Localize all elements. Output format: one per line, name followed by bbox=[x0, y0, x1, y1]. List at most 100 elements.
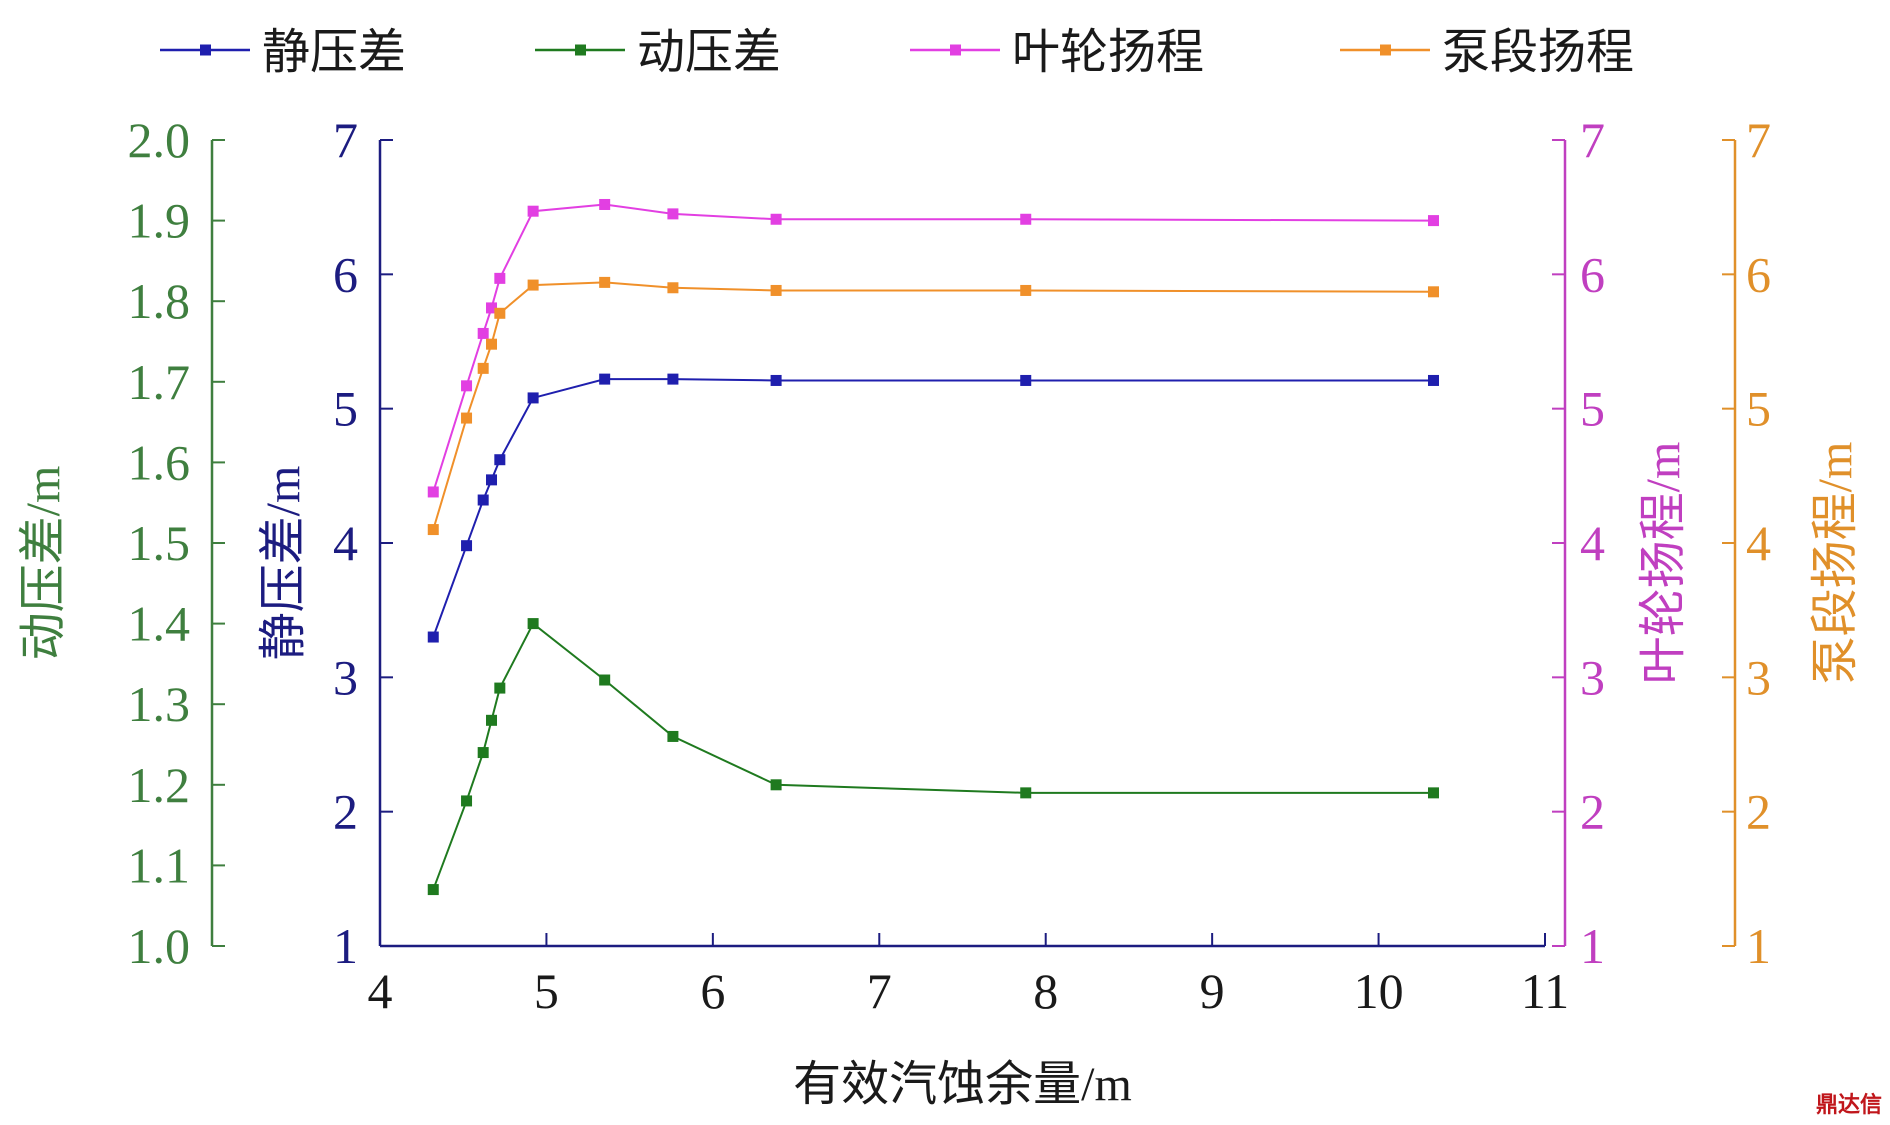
legend-label: 泵段扬程 bbox=[1442, 26, 1634, 79]
legend: 静压差 动压差 叶轮扬程 泵段扬程 bbox=[160, 26, 1634, 79]
series-line bbox=[432, 281, 1434, 530]
data-point bbox=[461, 412, 473, 424]
legend-marker bbox=[575, 44, 586, 56]
legend-marker bbox=[1380, 44, 1391, 56]
legend-item: 泵段扬程 bbox=[1340, 26, 1634, 79]
legend-item: 叶轮扬程 bbox=[910, 26, 1204, 79]
x-tick-label: 10 bbox=[1354, 963, 1404, 1019]
y-tick-label: 1.6 bbox=[128, 434, 191, 490]
data-point bbox=[427, 524, 439, 536]
legend-label: 动压差 bbox=[637, 26, 781, 79]
data-point bbox=[477, 494, 489, 506]
x-tick-label: 6 bbox=[700, 963, 725, 1019]
x-axis-label: 有效汽蚀余量/m bbox=[793, 1058, 1132, 1111]
y-tick-label: 7 bbox=[1746, 112, 1771, 168]
y-tick-label: 1.7 bbox=[128, 354, 191, 410]
data-point bbox=[527, 618, 539, 630]
y-tick-label: 7 bbox=[1580, 112, 1605, 168]
y-tick-label: 5 bbox=[1580, 381, 1605, 437]
data-point bbox=[770, 374, 782, 386]
y-tick-label: 3 bbox=[1746, 649, 1771, 705]
series-impeller bbox=[427, 198, 1439, 498]
x-tick-label: 8 bbox=[1033, 963, 1058, 1019]
data-point bbox=[486, 338, 498, 350]
y-tick-label: 1 bbox=[333, 918, 358, 974]
series-static bbox=[427, 373, 1439, 643]
y-axis-impeller: 1 2 3 4 5 6 7 叶轮扬程/m bbox=[1552, 112, 1690, 974]
series-line bbox=[432, 378, 1434, 638]
y-tick-label: 1.0 bbox=[128, 918, 191, 974]
data-point bbox=[1020, 374, 1032, 386]
x-tick-label: 4 bbox=[368, 963, 393, 1019]
data-point bbox=[427, 631, 439, 643]
x-tick-label: 5 bbox=[534, 963, 559, 1019]
data-point bbox=[667, 282, 679, 294]
data-point bbox=[1020, 284, 1032, 296]
series-dynamic bbox=[427, 618, 1439, 896]
y-axis-label: 泵段扬程/m bbox=[1809, 442, 1862, 685]
series-pump bbox=[427, 276, 1439, 536]
data-point bbox=[486, 474, 498, 486]
data-point bbox=[477, 747, 489, 759]
data-point bbox=[486, 714, 498, 726]
y-tick-label: 1.5 bbox=[128, 515, 191, 571]
y-axis-label: 叶轮扬程/m bbox=[1637, 442, 1690, 685]
data-point bbox=[667, 730, 679, 742]
data-point bbox=[494, 454, 506, 466]
data-point bbox=[461, 795, 473, 807]
legend-item: 静压差 bbox=[160, 26, 406, 79]
y-tick-label: 3 bbox=[333, 649, 358, 705]
y-tick-label: 1.4 bbox=[128, 596, 191, 652]
y-axis-static: 1 2 3 4 5 6 7 静压差/m bbox=[257, 112, 393, 974]
y-tick-label: 6 bbox=[1580, 246, 1605, 302]
legend-marker bbox=[200, 44, 211, 56]
y-tick-label: 2.0 bbox=[128, 112, 191, 168]
data-point bbox=[667, 208, 679, 220]
data-point bbox=[599, 276, 611, 288]
series-line bbox=[432, 203, 1434, 493]
data-point bbox=[494, 272, 506, 284]
y-tick-label: 2 bbox=[333, 784, 358, 840]
data-point bbox=[1427, 286, 1439, 298]
data-point bbox=[527, 205, 539, 217]
y-tick-label: 1.3 bbox=[128, 676, 191, 732]
legend-label: 静压差 bbox=[262, 26, 406, 79]
data-point bbox=[1427, 374, 1439, 386]
legend-item: 动压差 bbox=[535, 26, 781, 79]
y-tick-label: 1.9 bbox=[128, 193, 191, 249]
series-line bbox=[432, 622, 1434, 890]
y-tick-label: 4 bbox=[1580, 515, 1605, 571]
y-tick-label: 5 bbox=[333, 381, 358, 437]
y-tick-label: 4 bbox=[333, 515, 358, 571]
y-axis-label: 静压差/m bbox=[257, 466, 310, 661]
x-tick-label: 7 bbox=[867, 963, 892, 1019]
data-point bbox=[486, 302, 498, 314]
data-point bbox=[667, 373, 679, 385]
y-axis-label: 动压差/m bbox=[17, 466, 70, 661]
y-tick-label: 2 bbox=[1746, 784, 1771, 840]
data-point bbox=[770, 779, 782, 791]
y-tick-label: 7 bbox=[333, 112, 358, 168]
y-tick-label: 4 bbox=[1746, 515, 1771, 571]
data-point bbox=[427, 884, 439, 896]
data-point bbox=[1427, 215, 1439, 227]
data-point bbox=[1020, 213, 1032, 225]
data-point bbox=[461, 540, 473, 552]
y-axis-pump: 1 2 3 4 5 6 7 泵段扬程/m bbox=[1722, 112, 1862, 974]
data-point bbox=[461, 380, 473, 392]
x-tick-label: 9 bbox=[1200, 963, 1225, 1019]
y-tick-label: 1 bbox=[1746, 918, 1771, 974]
data-point bbox=[494, 307, 506, 319]
y-tick-label: 1.2 bbox=[128, 757, 191, 813]
y-tick-label: 6 bbox=[333, 246, 358, 302]
data-point bbox=[1427, 787, 1439, 799]
legend-label: 叶轮扬程 bbox=[1012, 26, 1204, 79]
y-tick-label: 1 bbox=[1580, 918, 1605, 974]
data-point bbox=[770, 213, 782, 225]
data-point bbox=[477, 327, 489, 339]
y-tick-label: 1.1 bbox=[128, 837, 191, 893]
legend-marker bbox=[950, 44, 961, 56]
y-tick-label: 6 bbox=[1746, 246, 1771, 302]
data-point bbox=[527, 279, 539, 291]
